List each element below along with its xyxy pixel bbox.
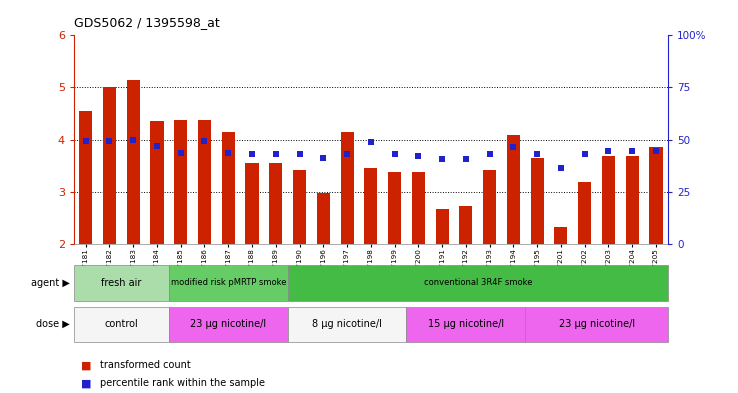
Bar (507, 135, 520, 244)
Text: 23 µg nicotine/l: 23 µg nicotine/l (559, 319, 635, 329)
Bar (554, 227, 568, 244)
Text: 8 µg nicotine/l: 8 µg nicotine/l (312, 319, 382, 329)
Bar (531, 158, 544, 244)
Bar (435, 209, 449, 244)
Bar (483, 170, 496, 244)
Bar (103, 87, 116, 244)
Text: dose ▶: dose ▶ (36, 319, 70, 329)
Bar (578, 182, 591, 244)
Text: percentile rank within the sample: percentile rank within the sample (100, 378, 265, 388)
Bar (221, 132, 235, 244)
Text: ■: ■ (81, 378, 92, 388)
Bar (198, 120, 211, 244)
Text: conventional 3R4F smoke: conventional 3R4F smoke (424, 279, 532, 287)
Bar (79, 111, 92, 244)
Bar (246, 163, 258, 244)
Text: 15 µg nicotine/l: 15 µg nicotine/l (428, 319, 504, 329)
Bar (626, 156, 639, 244)
Bar (317, 193, 330, 244)
Bar (365, 168, 377, 244)
Text: 23 µg nicotine/l: 23 µg nicotine/l (190, 319, 266, 329)
Text: GDS5062 / 1395598_at: GDS5062 / 1395598_at (74, 16, 219, 29)
Text: control: control (105, 319, 138, 329)
Bar (269, 163, 283, 244)
Text: modified risk pMRTP smoke: modified risk pMRTP smoke (170, 279, 286, 287)
Text: transformed count: transformed count (100, 360, 190, 371)
Text: ■: ■ (81, 360, 92, 371)
Bar (412, 172, 425, 244)
Bar (649, 147, 663, 244)
Text: fresh air: fresh air (101, 278, 142, 288)
Bar (151, 121, 164, 244)
Text: agent ▶: agent ▶ (31, 278, 70, 288)
Bar (174, 120, 187, 244)
Bar (459, 206, 472, 244)
Bar (602, 156, 615, 244)
Bar (127, 80, 139, 244)
Bar (293, 170, 306, 244)
Bar (388, 172, 401, 244)
Bar (340, 132, 354, 244)
